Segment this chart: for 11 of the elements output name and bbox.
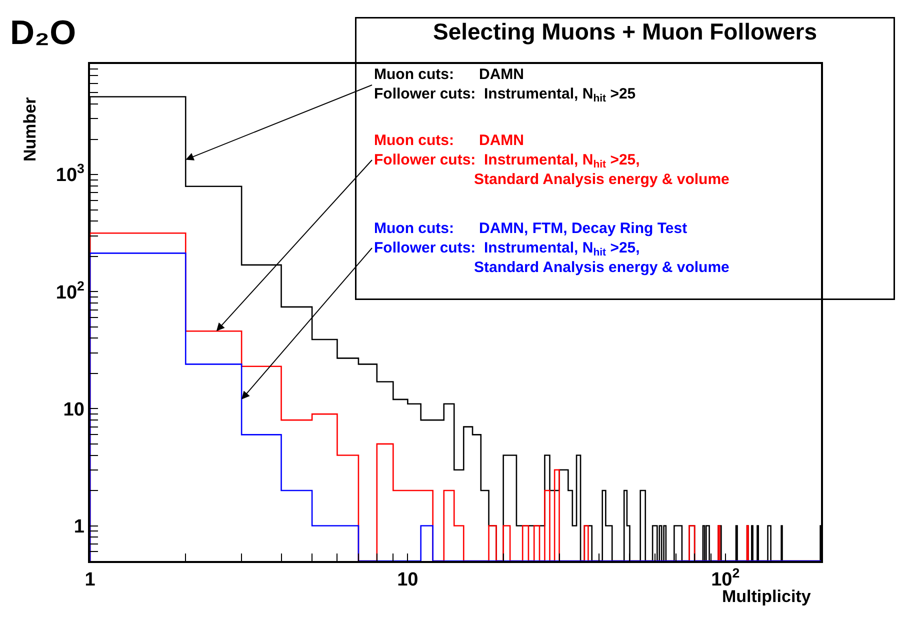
annotation: Muon cuts: DAMN Follower cuts: Instrumental, N$_{hit}$ >25 (374, 66, 636, 105)
annotation: Muon cuts: DAMN, FTM, Decay Ring Test Follower cuts: Instrumental, N$_{hit}$ >25, Standard Analysis energy & volume (374, 220, 730, 276)
x-tick-label: 10 (397, 570, 418, 591)
chart-title: D₂O (10, 14, 76, 52)
annotation: Muon cuts: DAMN Follower cuts: Instrumental, N$_{hit}$ >25, Standard Analysis energy & volume (374, 132, 730, 188)
legend-title: Selecting Muons + Muon Followers (432, 18, 818, 44)
y-tick-label: 10$^{3}$ (56, 161, 84, 186)
y-tick-label: 1 (74, 516, 85, 538)
y-axis-title: Number (20, 96, 40, 162)
y-tick-label: 10 (63, 399, 84, 420)
y-tick-label: 10$^{2}$ (56, 278, 84, 304)
